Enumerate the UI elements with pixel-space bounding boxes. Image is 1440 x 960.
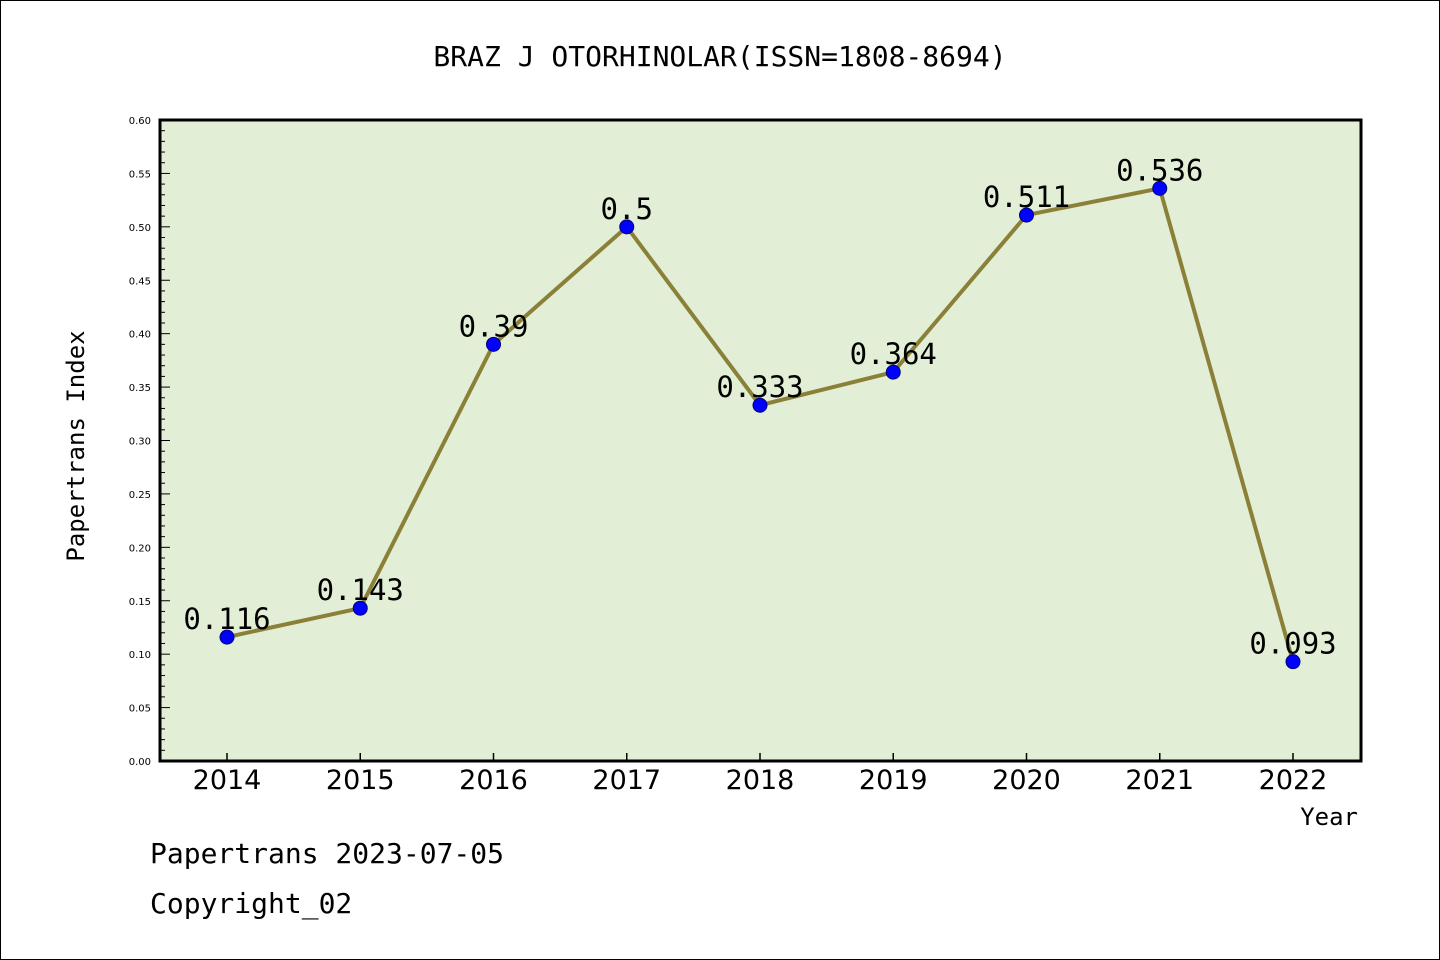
y-tick-label: 0.40 [129,330,151,341]
data-label: 0.364 [850,337,937,371]
data-label: 0.5 [601,192,653,226]
data-point [1019,207,1034,223]
data-label: 0.093 [1249,627,1336,661]
y-tick-label: 0.35 [129,383,151,394]
x-axis: 2014 2015 2016 2017 2018 2019 2020 2021 2022 [193,753,1328,796]
data-point [619,219,635,235]
y-tick-label: 0.30 [129,437,151,448]
y-tick-label: 0.00 [129,757,151,768]
x-axis-title: Year [1300,803,1358,831]
x-tick-label: 2017 [592,765,661,796]
data-label: 0.39 [459,309,529,343]
footer-date: Papertrans 2023-07-05 [150,837,504,870]
x-tick-label: 2020 [992,765,1061,796]
data-label: 0.116 [183,602,270,636]
y-tick-label: 0.50 [129,223,151,234]
series [219,180,1301,670]
data-point [1152,180,1168,196]
data-point [1285,654,1301,670]
data-label: 0.333 [716,370,803,404]
x-tick-label: 2014 [193,765,262,796]
x-tick-label: 2022 [1259,765,1328,796]
x-tick-label: 2018 [726,765,795,796]
data-point [752,397,768,413]
y-tick-label: 0.45 [129,276,151,287]
data-point [486,336,501,352]
x-tick-label: 2015 [326,765,395,796]
data-point [885,364,901,380]
chart-title: BRAZ J OTORHINOLAR(ISSN=1808-8694) [433,40,1006,73]
x-tick-label: 2021 [1125,765,1194,796]
footer-copyright: Copyright_02 [150,887,352,921]
data-point [219,629,235,645]
y-tick-label: 0.05 [129,704,151,715]
y-tick-label: 0.55 [129,169,151,180]
y-tick-label: 0.10 [129,650,151,661]
data-label: 0.536 [1116,153,1203,187]
plot-area [158,118,1363,763]
y-axis-title: Papertrans Index [62,330,90,561]
y-axis: 0.00 0.05 0.10 0.15 0.20 0.25 0.30 0.35 0.40 0.45… [129,116,170,768]
data-label: 0.511 [983,180,1070,214]
data-label: 0.143 [317,573,404,607]
data-labels: 0.116 0.143 0.39 0.5 0.333 0.364 0.511 0.536 0.0… [183,153,1336,660]
y-tick-label: 0.60 [129,116,151,127]
y-tick-label: 0.20 [129,543,151,554]
y-tick-label: 0.15 [129,597,151,608]
y-tick-label: 0.25 [129,490,151,501]
x-tick-label: 2019 [859,765,928,796]
data-point [352,600,368,616]
x-tick-label: 2016 [459,765,528,796]
